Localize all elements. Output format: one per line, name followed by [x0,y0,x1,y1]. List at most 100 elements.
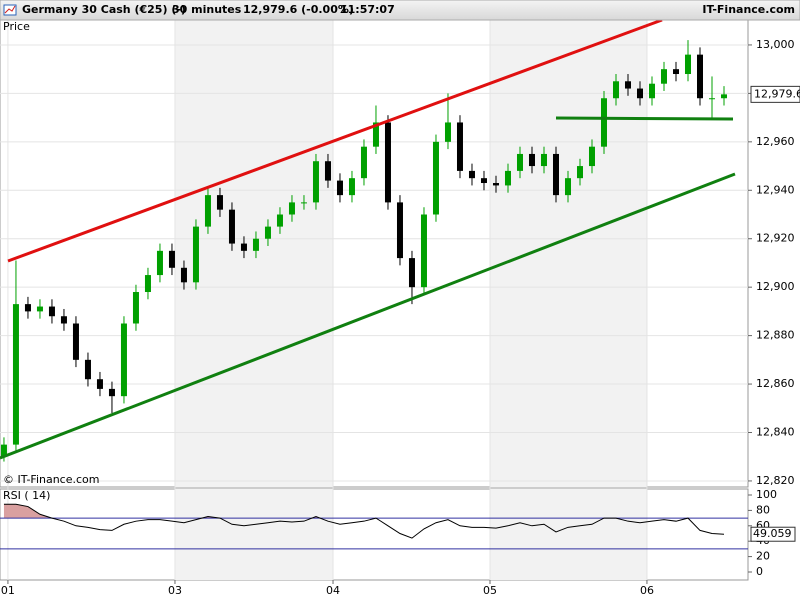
instrument: Germany 30 Cash (€25) (-) [22,3,186,16]
candle-body [684,54,691,75]
x-tick-label: 05 [483,584,497,597]
rsi-tick-label: 0 [756,565,763,578]
time: 11:57:07 [340,3,395,16]
candle-body [84,359,91,380]
y-tick-label: 12,900 [756,280,795,293]
candle-body [72,323,79,360]
candle-body [600,98,607,147]
rsi-value-label: 49.059 [753,527,792,540]
candle-body [300,202,307,204]
x-tick-label: 03 [168,584,182,597]
rsi-title: RSI ( 14) [3,489,50,502]
y-tick-label: 12,940 [756,183,795,196]
rsi-tick-label: 80 [756,503,770,516]
day-shade [489,489,647,580]
candle-body [240,243,247,251]
chart-icon-line [4,5,16,14]
last-price-label: 12,979.6 [754,87,800,100]
candle-body [120,323,127,397]
candle-body [348,178,355,196]
backgrounds [0,19,749,581]
day-shade [489,20,647,487]
candle-body [24,304,31,312]
watermark: © IT-Finance.com [3,473,100,486]
candle-body [624,81,631,89]
candle-body [12,304,19,445]
candle-body [372,122,379,147]
candle-body [288,202,295,215]
header: Germany 30 Cash (€25) (-) 30 minutes 12,… [0,0,800,21]
panel-label: Price [3,20,30,33]
candle-body [192,226,199,283]
candle-body [336,180,343,196]
candle-body [144,275,151,293]
day-shade [174,489,334,580]
interval: 30 minutes [172,3,242,16]
candle-body [420,214,427,288]
candle-body [516,153,523,171]
x-tick-label: 06 [640,584,654,597]
candle-body [456,122,463,171]
y-tick-label: 12,920 [756,232,795,245]
candle-body [60,316,67,324]
candle-body [612,81,619,99]
candle-body [0,444,7,457]
day-shade [174,20,334,487]
candle-body [504,170,511,186]
brand: IT-Finance.com [702,3,795,16]
rsi-line [3,503,725,539]
candle-body [636,88,643,99]
rsi-panel [0,503,748,550]
candle-body [132,292,139,324]
candle-body [180,267,187,283]
candle-body [528,153,535,167]
candle-body [540,153,547,167]
rsi-overbought-area [3,504,320,519]
candle-body [48,306,55,317]
last-price-box [750,85,800,103]
y-tick-label: 12,840 [756,426,795,439]
candle-body [432,141,439,215]
candle-body [660,69,667,84]
candle-body [672,69,679,75]
candle-body [708,98,715,100]
x-tick-label: 04 [326,584,340,597]
candle-body [156,250,163,276]
candle-body [168,250,175,268]
y-tick-label: 13,000 [756,38,795,51]
candle-body [396,202,403,259]
candle-body [228,209,235,244]
candle-body [36,306,43,312]
candle-body [468,170,475,179]
support-line [0,172,736,460]
candle-body [324,161,331,181]
candle-body [492,183,499,186]
rsi-tick-label: 100 [756,488,777,501]
horizontal-support [555,116,734,121]
candle-body [444,122,451,142]
candle-body [96,379,103,389]
quote: 12,979.6 (-0.00%) [243,3,354,16]
candle-body [648,83,655,99]
rsi-tick-label: 20 [756,550,770,563]
candle-body [108,388,115,397]
candle-body [384,122,391,203]
candle-body [552,153,559,196]
candle-body [588,146,595,167]
rsi-value-box [750,526,796,542]
candle-body [696,54,703,99]
axes: 13,00012,98012,96012,94012,92012,90012,8… [1,20,800,597]
candle-body [576,166,583,179]
candle-body [216,195,223,210]
y-tick-label: 12,960 [756,135,795,148]
candle-body [204,195,211,227]
x-tick-label: 01 [1,584,15,597]
candle-body [408,258,415,288]
candle-body [360,146,367,179]
price-marks [0,40,727,462]
candle-body [480,178,487,184]
candle-body [264,226,271,239]
candle-body [564,178,571,196]
